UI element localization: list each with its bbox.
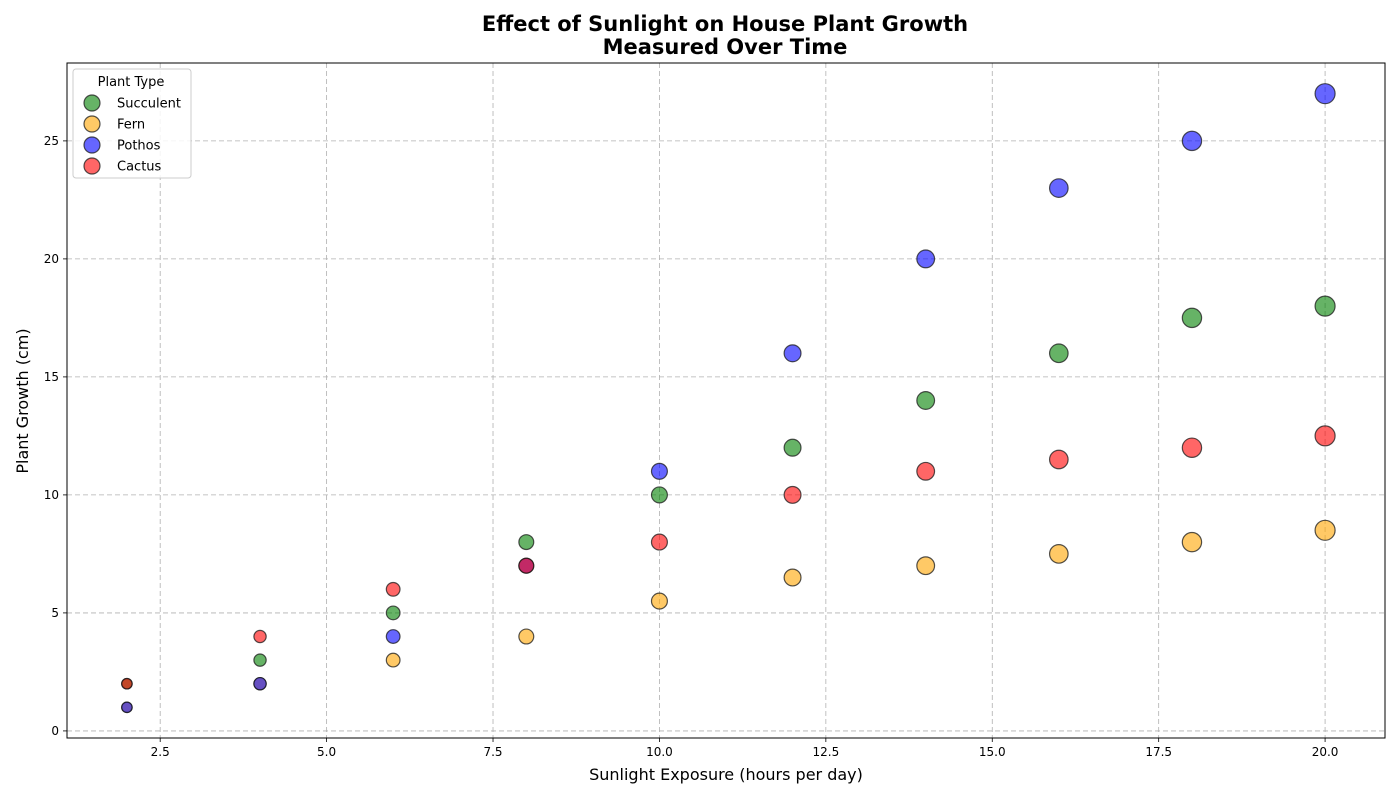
x-tick-label: 10.0 xyxy=(646,745,673,759)
point-fern xyxy=(783,568,802,587)
x-tick-label: 17.5 xyxy=(1145,745,1172,759)
y-tick-label: 10 xyxy=(44,488,59,502)
legend-label: Cactus xyxy=(117,160,162,175)
x-tick-label: 7.5 xyxy=(483,745,502,759)
point-cactus xyxy=(121,677,133,690)
y-tick-label: 5 xyxy=(51,606,59,620)
chart-title: Effect of Sunlight on House Plant Growth xyxy=(482,12,968,36)
x-tick-label: 20.0 xyxy=(1312,745,1339,759)
point-cactus xyxy=(1181,437,1203,458)
legend-marker-fern xyxy=(83,115,101,133)
point-pothos xyxy=(1048,178,1069,198)
point-succulent xyxy=(518,534,535,551)
point-succulent xyxy=(253,653,267,667)
point-cactus xyxy=(1314,425,1336,447)
legend-marker-succulent xyxy=(83,94,101,112)
point-succulent xyxy=(1181,307,1203,329)
point-succulent xyxy=(1048,343,1069,364)
point-fern xyxy=(518,628,535,645)
legend-marker-cactus xyxy=(83,157,101,175)
point-cactus xyxy=(650,533,668,551)
y-tick-label: 25 xyxy=(44,134,59,148)
axis-ticks: 2.5 5.0 7.5 10.0 12.5 15.0 17.5 20.0 0 5 10 15 20 25 xyxy=(44,134,1339,759)
point-succulent xyxy=(916,391,936,410)
point-fern xyxy=(1048,544,1069,564)
legend-label: Fern xyxy=(117,118,145,133)
legend-box xyxy=(72,68,192,179)
point-pothos xyxy=(1314,83,1336,105)
point-cactus xyxy=(1048,449,1069,470)
point-fern xyxy=(916,556,936,576)
point-fern xyxy=(385,652,401,668)
legend-label: Pothos xyxy=(117,139,161,154)
point-pothos xyxy=(253,676,267,691)
x-tick-label: 12.5 xyxy=(812,745,839,759)
y-axis-label: Plant Growth (cm) xyxy=(13,328,32,473)
legend-marker-pothos xyxy=(83,136,101,154)
y-tick-label: 20 xyxy=(44,252,59,266)
point-cactus xyxy=(385,581,401,597)
y-tick-label: 15 xyxy=(44,370,59,384)
point-pothos xyxy=(385,629,401,644)
x-tick-label: 2.5 xyxy=(151,745,170,759)
data-points xyxy=(121,83,1336,714)
legend-title: Plant Type xyxy=(98,75,165,90)
x-axis-label: Sunlight Exposure (hours per day) xyxy=(589,765,863,784)
legend-label: Succulent xyxy=(117,97,181,112)
point-cactus xyxy=(916,461,936,481)
point-pothos xyxy=(650,462,668,480)
point-pothos xyxy=(783,344,802,363)
point-cactus xyxy=(518,557,535,574)
point-pothos xyxy=(121,701,133,714)
x-tick-label: 15.0 xyxy=(979,745,1006,759)
point-cactus xyxy=(783,485,802,504)
grid-lines xyxy=(67,63,1385,738)
point-fern xyxy=(650,592,668,610)
point-fern xyxy=(1181,531,1203,553)
point-succulent xyxy=(1314,295,1336,317)
point-pothos xyxy=(1181,130,1203,152)
point-pothos xyxy=(916,249,936,269)
point-fern xyxy=(1314,519,1336,541)
y-tick-label: 0 xyxy=(51,724,59,738)
point-succulent xyxy=(650,486,668,504)
chart-subtitle: Measured Over Time xyxy=(603,35,848,59)
point-cactus xyxy=(253,629,267,644)
point-succulent xyxy=(783,438,802,457)
x-tick-label: 5.0 xyxy=(317,745,336,759)
point-succulent xyxy=(385,605,401,621)
legend: Plant Type Succulent Fern Pothos Cactus xyxy=(72,68,192,179)
plot-frame xyxy=(66,62,1386,739)
